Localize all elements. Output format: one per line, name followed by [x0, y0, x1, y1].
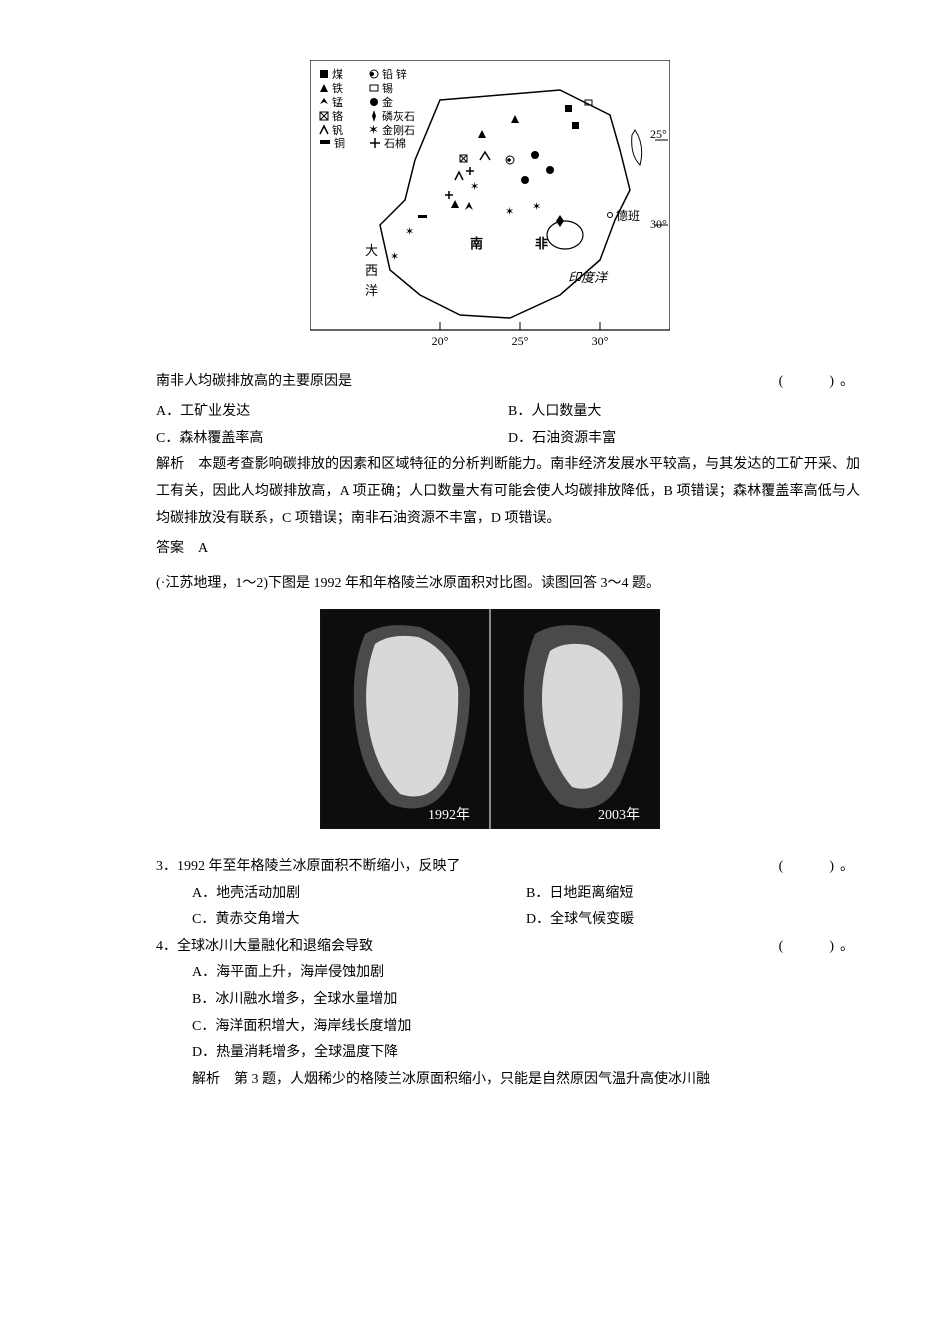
svg-text:✶: ✶ [532, 201, 541, 213]
svg-text:✶: ✶ [505, 206, 514, 218]
q3-options: A．地壳活动加剧 B．日地距离缩短 C．黄赤交角增大 D．全球气候变暖 [192, 881, 860, 934]
lat-25: 25° [650, 127, 667, 141]
q2-opt-c: C．森林覆盖率高 [156, 426, 508, 453]
q3-stem: 3．1992 年至年格陵兰冰原面积不断缩小，反映了 [156, 854, 461, 881]
legend-au: 金 [382, 95, 393, 109]
svg-text:✶: ✶ [470, 181, 479, 193]
q2-opt-b: B．人口数量大 [508, 399, 860, 426]
q2-stem: 南非人均碳排放高的主要原因是 [156, 369, 352, 396]
lon-25: 25° [512, 334, 529, 348]
label-nan: 南 [470, 236, 483, 251]
label-atl1: 大 [365, 243, 378, 258]
lon-20: 20° [432, 334, 449, 348]
q3-opt-c: C．黄赤交角增大 [192, 907, 526, 934]
legend-mn: 锰 [332, 95, 343, 109]
label-atl2: 西 [365, 263, 378, 278]
legend-cu: 铜 [334, 136, 345, 150]
lon-30: 30° [592, 334, 609, 348]
q4-options: A．海平面上升，海岸侵蚀加剧 B．冰川融水增多，全球水量增加 C．海洋面积增大，… [192, 960, 860, 1093]
legend-asb: 石棉 [384, 136, 406, 150]
map-svg: 煤 铅 锌 铁 锡 锰 金 铬 磷灰石 钒 ✶金刚石 铜 石棉 [310, 60, 670, 350]
q4-stem: 4．全球冰川大量融化和退缩会导致 [156, 934, 373, 961]
q2-paren: ( )。 [779, 369, 860, 396]
svg-text:✶: ✶ [405, 226, 414, 238]
q2-answer: 答案 A [156, 536, 860, 563]
greenland-figure: 1992年 2003年 [120, 609, 860, 840]
legend-sn: 锡 [382, 81, 393, 95]
q4-opt-d: D．热量消耗增多，全球温度下降 [192, 1040, 860, 1067]
greenland-year-1992: 1992年 [428, 807, 470, 823]
q3-opt-b: B．日地距离缩短 [526, 881, 860, 908]
legend-cr: 铬 [332, 109, 343, 123]
greenland-year-2003: 2003年 [598, 807, 640, 823]
stem-3-4: (·江苏地理，1～2)下图是 1992 年和年格陵兰冰原面积对比图。读图回答 3… [156, 571, 860, 598]
legend-v: 钒 [332, 123, 343, 137]
legend-phos: 磷灰石 [382, 109, 415, 123]
q3-paren: ( )。 [779, 854, 860, 881]
q2-opt-d: D．石油资源丰富 [508, 426, 860, 453]
q4-explain: 解析 第 3 题，人烟稀少的格陵兰冰原面积缩小，只能是自然原因气温升高使冰川融 [192, 1067, 860, 1094]
lat-30: 30° [650, 217, 667, 231]
svg-text:✶: ✶ [368, 122, 379, 137]
label-durban: 德班 [616, 208, 640, 223]
q3-opt-a: A．地壳活动加剧 [192, 881, 526, 908]
q3-opt-d: D．全球气候变暖 [526, 907, 860, 934]
legend-pbzn: 铅 锌 [382, 67, 407, 81]
legend-fe: 铁 [332, 82, 343, 95]
q2-options: A．工矿业发达 B．人口数量大 C．森林覆盖率高 D．石油资源丰富 [156, 399, 860, 452]
south-africa-map: 煤 铅 锌 铁 锡 锰 金 铬 磷灰石 钒 ✶金刚石 铜 石棉 [120, 60, 860, 361]
legend-diam: 金刚石 [382, 123, 415, 137]
legend-coal: 煤 [332, 68, 343, 81]
q4-paren: ( )。 [779, 934, 860, 961]
label-indian: 印度洋 [568, 270, 609, 285]
q4-opt-a: A．海平面上升，海岸侵蚀加剧 [192, 960, 860, 987]
q2-opt-a: A．工矿业发达 [156, 399, 508, 426]
q4-opt-b: B．冰川融水增多，全球水量增加 [192, 987, 860, 1014]
svg-text:✶: ✶ [390, 251, 399, 263]
q4-opt-c: C．海洋面积增大，海岸线长度增加 [192, 1014, 860, 1041]
q2-explain: 解析 本题考查影响碳排放的因素和区域特征的分析判断能力。南非经济发展水平较高，与… [156, 452, 860, 532]
label-fei: 非 [535, 236, 548, 251]
label-atl3: 洋 [365, 283, 378, 298]
